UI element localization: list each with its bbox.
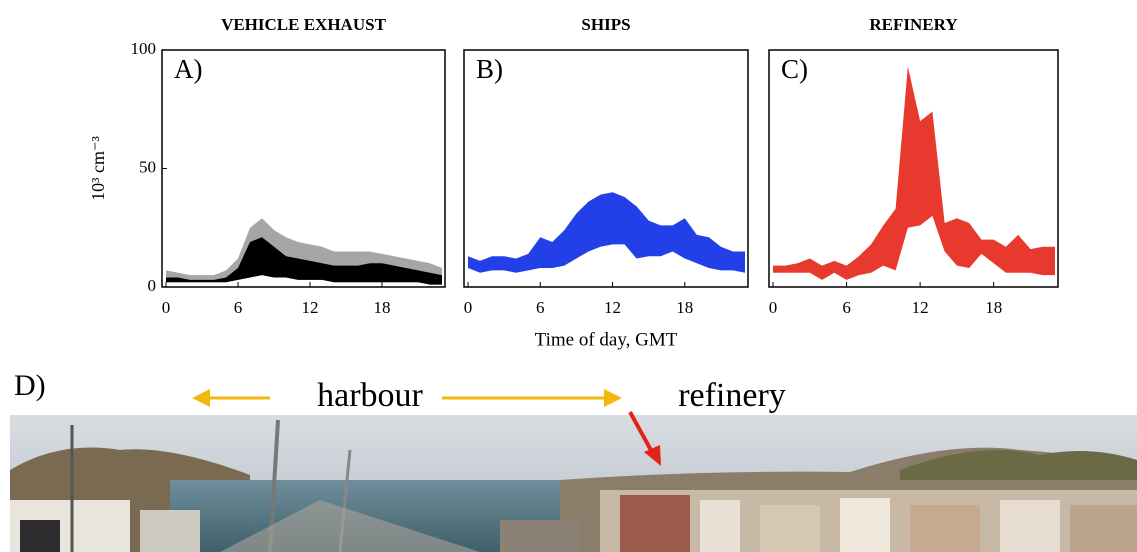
x-tick-label: 18 (374, 298, 391, 317)
x-tick-label: 0 (769, 298, 778, 317)
harbour-label: harbour (317, 377, 423, 414)
x-tick-label: 6 (842, 298, 851, 317)
chart-title: REFINERY (869, 15, 957, 34)
y-axis-label: 10³ cm⁻³ (88, 136, 108, 201)
panel-label: B) (476, 54, 503, 84)
x-tick-label: 12 (302, 298, 319, 317)
y-tick-label: 0 (148, 276, 157, 295)
annotations (192, 389, 661, 466)
band-area (468, 192, 745, 273)
plot-frame (768, 49, 1059, 288)
x-axis-label: Time of day, GMT (535, 329, 678, 350)
panel-label: C) (781, 54, 808, 84)
band-area (166, 237, 442, 285)
x-tick-label: 6 (234, 298, 243, 317)
refinery-label: refinery (678, 377, 786, 414)
band-area (773, 66, 1055, 280)
x-tick-label: 18 (676, 298, 693, 317)
panel-label: D) (14, 369, 46, 402)
chart-title: VEHICLE EXHAUST (221, 15, 387, 34)
panel-label: A) (174, 54, 203, 84)
x-tick-label: 18 (985, 298, 1002, 317)
chart-title: SHIPS (581, 15, 630, 34)
photo (10, 415, 1137, 552)
x-tick-label: 0 (162, 298, 171, 317)
y-tick-label: 100 (131, 39, 157, 58)
plot-frame (463, 49, 749, 288)
x-tick-label: 0 (464, 298, 473, 317)
x-tick-label: 6 (536, 298, 545, 317)
y-tick-label: 50 (139, 157, 156, 176)
x-tick-label: 12 (912, 298, 929, 317)
x-tick-label: 12 (604, 298, 621, 317)
